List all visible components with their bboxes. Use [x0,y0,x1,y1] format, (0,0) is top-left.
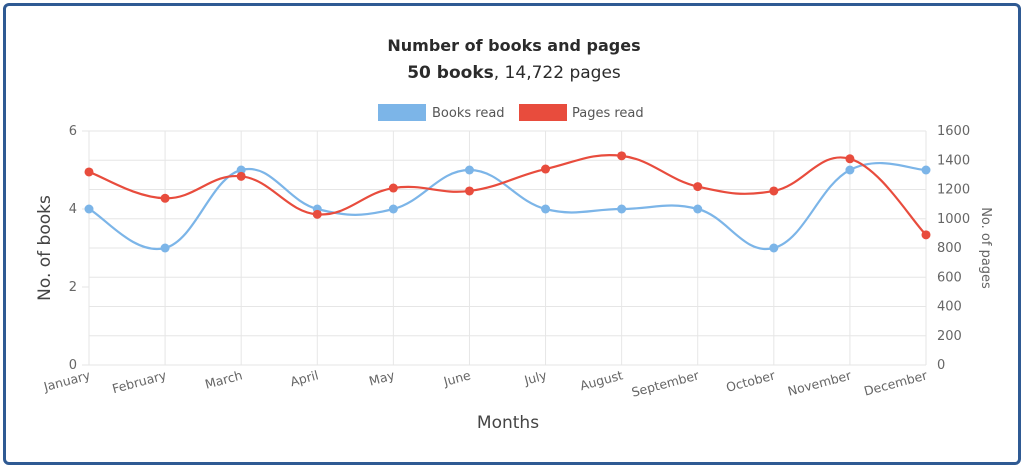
data-point-2[interactable] [312,209,322,219]
data-point-1[interactable] [921,165,931,175]
left-tick-label: 4 [69,202,77,217]
legend-label[interactable]: Books read [432,106,505,121]
data-point-1[interactable] [84,204,94,214]
x-tick-label: March [203,367,244,391]
x-tick-label: May [367,367,396,388]
right-tick-label: 400 [937,300,962,315]
grid-lines [88,130,927,366]
series-points[interactable] [84,151,931,253]
data-point-2[interactable] [388,183,398,193]
data-point-1[interactable] [160,243,170,253]
data-point-2[interactable] [769,186,779,196]
x-tick-label: October [724,367,777,395]
right-tick-label: 600 [937,270,962,285]
series-lines [88,154,927,251]
data-point-1[interactable] [541,204,551,214]
data-point-2[interactable] [236,171,246,181]
right-tick-label: 1200 [937,183,970,198]
x-tick-label: June [441,367,472,389]
data-point-2[interactable] [845,154,855,164]
left-tick-label: 2 [69,280,77,295]
data-point-1[interactable] [769,243,779,253]
legend-label[interactable]: Pages read [572,106,644,121]
left-tick-label: 0 [69,358,77,373]
data-point-1[interactable] [464,165,474,175]
chart-frame [3,3,1021,465]
left-axis-title: No. of books [35,195,55,301]
subtitle-pages: , 14,722 pages [494,63,621,83]
data-point-2[interactable] [464,186,474,196]
series-line-1 [88,162,927,251]
x-tick-label: February [110,367,168,396]
right-axis-ticks: 0 200 400 600 800 1000 1200 1400 1600 [937,124,970,373]
right-tick-label: 0 [937,358,945,373]
data-point-2[interactable] [160,193,170,203]
x-axis-ticks: January February March April May June July Augu… [41,367,929,400]
data-point-2[interactable] [693,182,703,192]
data-point-1[interactable] [845,165,855,175]
data-point-1[interactable] [236,165,246,175]
left-axis-ticks: 0 2 4 6 [69,124,89,373]
right-tick-label: 800 [937,241,962,256]
right-tick-label: 1000 [937,212,970,227]
x-tick-label: December [862,367,929,398]
series-line-2 [88,154,927,236]
data-point-2[interactable] [84,167,94,177]
data-point-2[interactable] [541,164,551,174]
data-point-1[interactable] [693,204,703,214]
x-tick-label: September [630,367,701,400]
x-tick-label: August [578,367,624,393]
data-point-1[interactable] [617,204,627,214]
legend-swatch[interactable] [378,104,426,121]
right-tick-label: 200 [937,329,962,344]
right-tick-label: 1600 [937,124,970,139]
chart-subtitle: 50 books, 14,722 pages [407,63,621,83]
legend-swatch[interactable] [519,104,567,121]
legend[interactable]: Books read Pages read [378,104,644,121]
x-axis-title: Months [477,413,539,433]
x-tick-label: November [786,367,854,399]
data-point-1[interactable] [388,204,398,214]
chart-title: Number of books and pages [387,36,640,55]
data-point-2[interactable] [617,151,627,161]
right-tick-label: 1400 [937,153,970,168]
subtitle-books: 50 books [407,63,494,83]
x-tick-label: July [522,367,549,388]
right-axis-title: No. of pages [978,207,993,289]
data-point-2[interactable] [921,230,931,240]
x-tick-label: January [41,367,92,394]
x-tick-label: April [289,367,320,389]
left-tick-label: 6 [69,124,77,139]
